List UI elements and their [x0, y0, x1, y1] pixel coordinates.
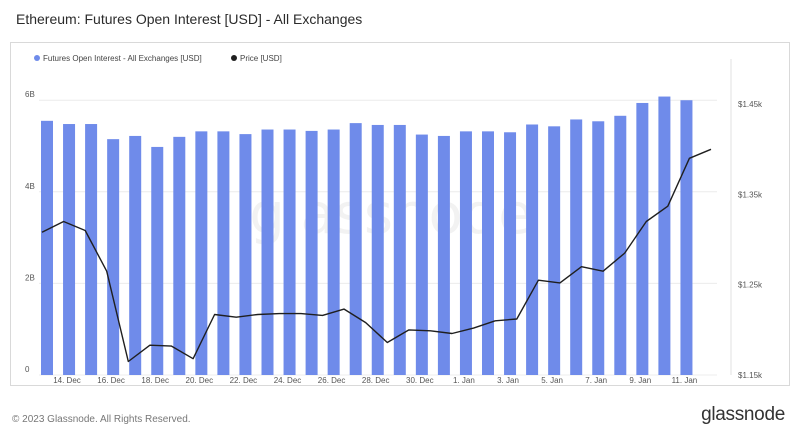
bar [349, 123, 362, 376]
bar [107, 139, 120, 375]
x-tick-label: 18. Dec [141, 376, 169, 385]
bar [415, 134, 428, 375]
legend-swatch-open-interest [34, 55, 40, 61]
x-tick-label: 11. Jan [672, 376, 698, 385]
x-tick-label: 26. Dec [318, 376, 346, 385]
x-tick-label: 22. Dec [230, 376, 258, 385]
bar [63, 124, 76, 375]
bar [41, 120, 53, 376]
x-tick-label: 30. Dec [406, 376, 434, 385]
y-right-tick-label: $1.25k [738, 281, 763, 290]
bar [636, 102, 649, 376]
legend: Futures Open Interest - All Exchanges [U… [34, 54, 282, 63]
bar [482, 131, 494, 375]
legend-label-price: Price [USD] [240, 54, 282, 63]
bar [592, 121, 605, 375]
y-left-tick-label: 2B [25, 273, 35, 282]
y-left-tick-label: 6B [25, 90, 35, 99]
bar [305, 130, 318, 375]
x-tick-label: 5. Jan [541, 376, 563, 385]
bar [393, 124, 406, 376]
x-tick-label: 1. Jan [453, 376, 475, 385]
bar [437, 135, 450, 375]
chart-canvas: 02B4B6B$1.15k$1.25k$1.35k$1.45kglassnode… [25, 54, 763, 385]
bar [371, 124, 384, 376]
price-line [41, 148, 712, 363]
bar [680, 100, 693, 375]
x-tick-label: 16. Dec [97, 376, 125, 385]
x-tick-label: 28. Dec [362, 376, 390, 385]
y-left-tick-label: 4B [25, 182, 35, 191]
y-right-tick-label: $1.35k [738, 190, 763, 199]
y-right-tick-label: $1.45k [738, 100, 763, 109]
bar [548, 126, 561, 375]
bar [239, 134, 252, 375]
legend-swatch-price [231, 55, 237, 61]
bar [283, 129, 296, 375]
y-right-tick-label: $1.15k [738, 371, 763, 380]
bar [459, 131, 472, 375]
bar [526, 124, 539, 375]
legend-label-open-interest: Futures Open Interest - All Exchanges [U… [43, 54, 202, 63]
bar [570, 119, 583, 375]
chart-frame: 0 2B 4B 6B $1.15k $1.25k $1.35k $1.45k glassnode… [10, 42, 790, 386]
x-tick-label: 3. Jan [497, 376, 519, 385]
chart-title: Ethereum: Futures Open Interest [USD] - … [16, 11, 363, 27]
bar [85, 124, 98, 375]
bar [129, 135, 142, 375]
glassnode-logo[interactable]: glassnode [701, 404, 785, 425]
bar [327, 129, 340, 375]
bar [217, 131, 230, 375]
copyright-text: © 2023 Glassnode. All Rights Reserved. [12, 414, 191, 425]
x-tick-label: 9. Jan [629, 376, 651, 385]
bar [658, 96, 671, 375]
y-left-tick-label: 0 [25, 365, 30, 374]
x-tick-label: 20. Dec [186, 376, 214, 385]
bar [195, 131, 208, 375]
bar [614, 115, 627, 376]
bar [173, 136, 186, 375]
bar [504, 132, 517, 375]
x-tick-label: 24. Dec [274, 376, 302, 385]
bar [151, 146, 164, 375]
x-tick-label: 7. Jan [585, 376, 607, 385]
x-tick-label: 14. Dec [53, 376, 81, 385]
bar [261, 129, 274, 375]
